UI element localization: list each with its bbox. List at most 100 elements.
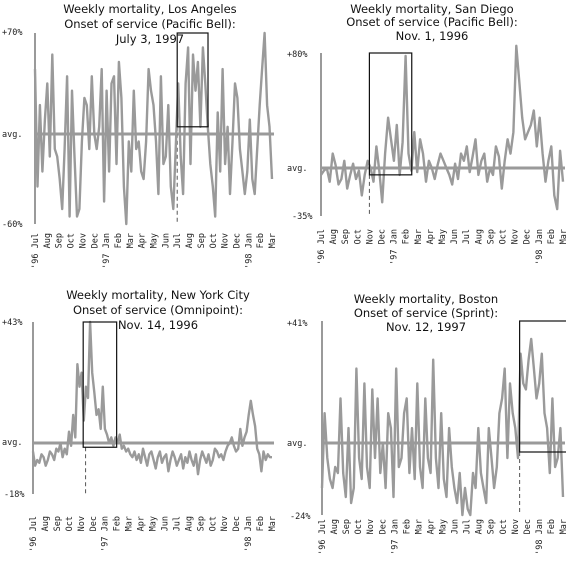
x-tick-label: Dec xyxy=(89,516,99,531)
x-tick-label: Dec xyxy=(232,516,242,531)
x-tick-label: '96 Jul xyxy=(29,516,39,552)
x-tick-label: Sep xyxy=(342,519,352,534)
x-tick-label: Dec xyxy=(378,229,388,244)
x-tick-label: Nov xyxy=(511,229,521,244)
x-tick-label: Aug xyxy=(475,519,485,534)
x-tick-label: '98 Jan xyxy=(535,229,545,265)
x-tick-label: Aug xyxy=(184,516,194,531)
chart-title-line-3: Nov. 1, 1996 xyxy=(396,29,469,43)
x-tick-label: Dec xyxy=(90,233,100,248)
chart-title-line-3: Nov. 12, 1997 xyxy=(386,320,466,334)
chart-title-line-1: Weekly mortality, San Diego xyxy=(350,2,513,16)
plot-area xyxy=(320,44,565,216)
x-tick-label: Feb xyxy=(114,233,124,248)
x-tick-label: '97 Jan xyxy=(390,229,400,265)
x-tick-label: Nov xyxy=(78,233,88,248)
x-tick-label: Mar xyxy=(559,229,566,244)
x-tick-label: Mar xyxy=(414,519,424,534)
x-tick-label: Oct xyxy=(208,516,218,531)
x-tick-label: '97 Jan xyxy=(101,516,111,552)
chart-title-line-1: Weekly mortality, Boston xyxy=(354,292,498,306)
plot-area xyxy=(320,320,566,517)
y-tick-top: +41% xyxy=(287,319,307,329)
x-tick-label: Jul xyxy=(462,229,472,244)
x-tick-label: Mar xyxy=(414,229,424,244)
chart-title-line-2: Onset of service (Pacific Bell): xyxy=(346,15,518,29)
highlight-box xyxy=(368,52,413,176)
highlight-box xyxy=(176,32,209,128)
x-tick-label: Nov xyxy=(511,519,521,534)
x-tick-label: '96 Jul xyxy=(318,519,328,555)
x-tick-label: Oct xyxy=(499,229,509,244)
x-tick-label: Oct xyxy=(353,229,363,244)
x-tick-label: '96 Jul xyxy=(31,233,41,269)
chart-panel-new-york-city: Weekly mortality, New York City Onset of… xyxy=(2,288,278,552)
x-tick-label: Feb xyxy=(113,516,123,531)
x-tick-label: Feb xyxy=(402,519,412,534)
x-tick-label: Feb xyxy=(547,519,557,534)
x-tick-label: '98 Jan xyxy=(244,233,254,269)
x-tick-label: Apr xyxy=(137,516,147,531)
x-tick-label: Aug xyxy=(474,229,484,244)
x-axis-labels: '96 Jul Aug Sep Oct Nov Dec '97 Jan Feb Mar Apr Ma… xyxy=(317,229,566,265)
x-tick-label: Nov xyxy=(366,519,376,534)
y-tick-top: +43% xyxy=(2,318,22,328)
y-tick-avg: avg. xyxy=(287,439,307,449)
chart-panel-los-angeles: Weekly mortality, Los Angeles Onset of s… xyxy=(2,2,278,269)
chart-title-line-3: July 3, 1997 xyxy=(115,32,184,46)
y-tick-bottom: -35% xyxy=(292,212,312,222)
x-tick-label: Feb xyxy=(402,229,412,244)
x-tick-label: Sep xyxy=(55,233,65,248)
x-tick-label: Jun xyxy=(451,519,461,534)
mortality-series-line xyxy=(320,337,565,517)
y-tick-bottom: -60% xyxy=(2,220,22,230)
chart-title-line-1: Weekly mortality, Los Angeles xyxy=(63,2,236,16)
mortality-series-line xyxy=(320,44,565,211)
highlight-box xyxy=(519,320,566,453)
x-tick-label: Nov xyxy=(77,516,87,531)
x-tick-label: Jun xyxy=(450,229,460,244)
highlight-box xyxy=(82,321,118,448)
x-tick-label: '98 Jan xyxy=(244,516,254,552)
x-tick-label: Oct xyxy=(209,233,219,248)
x-tick-label: Oct xyxy=(499,519,509,534)
mortality-series-line xyxy=(31,320,272,476)
x-tick-label: Mar xyxy=(126,233,136,248)
x-tick-label: Sep xyxy=(196,516,206,531)
chart-title-line-3: Nov. 14, 1996 xyxy=(118,318,198,332)
x-tick-label: Jun xyxy=(160,516,170,531)
x-axis-labels: '96 Jul Aug Sep Oct Nov Dec '97 Jan Feb Mar Apr Ma… xyxy=(31,233,278,269)
x-tick-label: May xyxy=(439,519,449,534)
x-tick-label: Apr xyxy=(426,229,436,244)
mortality-series-line xyxy=(33,31,274,226)
x-tick-label: Aug xyxy=(329,229,339,244)
x-tick-label: Nov xyxy=(220,516,230,531)
chart-panel-boston: Weekly mortality, Boston Onset of servic… xyxy=(287,292,566,555)
x-tick-label: Jul xyxy=(173,233,183,248)
x-tick-label: Dec xyxy=(232,233,242,248)
plot-area xyxy=(33,31,274,226)
x-tick-label: Sep xyxy=(53,516,63,531)
x-tick-label: Jul xyxy=(172,516,182,531)
x-tick-label: Apr xyxy=(426,519,436,534)
y-tick-avg: avg. xyxy=(2,438,22,448)
x-tick-label: May xyxy=(149,516,159,531)
x-tick-label: Sep xyxy=(487,519,497,534)
plot-area xyxy=(31,320,274,494)
x-tick-label: Aug xyxy=(41,516,51,531)
x-tick-label: Aug xyxy=(43,233,53,248)
chart-panel-san-diego: Weekly mortality, San Diego Onset of ser… xyxy=(287,2,566,265)
y-tick-top: +80% xyxy=(287,50,307,60)
x-tick-label: '98 Jan xyxy=(535,519,545,555)
y-tick-avg: avg. xyxy=(2,130,22,140)
x-tick-label: Dec xyxy=(378,519,388,534)
x-tick-label: Sep xyxy=(197,233,207,248)
chart-title-line-1: Weekly mortality, New York City xyxy=(66,288,250,302)
x-tick-label: Feb xyxy=(256,233,266,248)
x-tick-label: '96 Jul xyxy=(317,229,327,265)
x-tick-label: Sep xyxy=(486,229,496,244)
x-tick-label: Oct xyxy=(65,516,75,531)
x-tick-label: Dec xyxy=(523,519,533,534)
x-tick-label: Jun xyxy=(161,233,171,248)
